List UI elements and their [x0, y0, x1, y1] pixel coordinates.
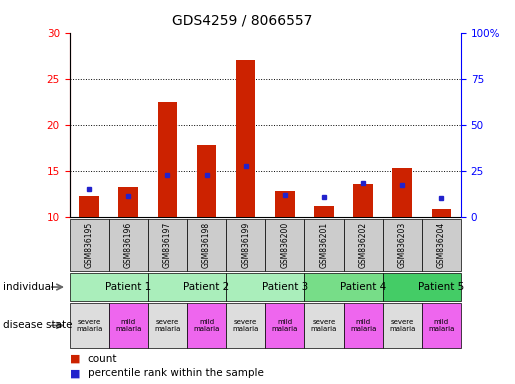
Text: GSM836196: GSM836196	[124, 222, 133, 268]
Bar	[383, 273, 461, 301]
Text: GSM836195: GSM836195	[84, 222, 94, 268]
Text: GSM836203: GSM836203	[398, 222, 407, 268]
Bar	[187, 219, 226, 271]
Bar	[314, 206, 334, 217]
Text: severe
malaria: severe malaria	[232, 319, 259, 332]
Bar	[118, 187, 138, 217]
Text: severe
malaria: severe malaria	[389, 319, 416, 332]
Bar	[148, 219, 187, 271]
Bar	[383, 219, 422, 271]
Bar	[265, 303, 304, 348]
Text: GSM836204: GSM836204	[437, 222, 446, 268]
Bar	[158, 102, 177, 217]
Text: disease state: disease state	[3, 320, 72, 331]
Text: count: count	[88, 354, 117, 364]
Text: individual: individual	[3, 282, 54, 292]
Bar	[197, 145, 216, 217]
Text: mild
malaria: mild malaria	[271, 319, 298, 332]
Bar	[148, 303, 187, 348]
Bar	[109, 219, 148, 271]
Bar	[432, 209, 451, 217]
Text: Patient 2: Patient 2	[183, 282, 230, 292]
Bar	[109, 303, 148, 348]
Bar	[422, 303, 461, 348]
Bar	[304, 219, 344, 271]
Bar	[383, 303, 422, 348]
Bar	[344, 303, 383, 348]
Text: mild
malaria: mild malaria	[428, 319, 455, 332]
Text: GSM836198: GSM836198	[202, 222, 211, 268]
Text: GSM836201: GSM836201	[319, 222, 329, 268]
Bar	[70, 303, 109, 348]
Bar	[148, 273, 226, 301]
Bar	[79, 196, 99, 217]
Text: mild
malaria: mild malaria	[115, 319, 142, 332]
Bar	[70, 219, 109, 271]
Text: ■: ■	[70, 354, 80, 364]
Bar	[392, 168, 412, 217]
Text: severe
malaria: severe malaria	[154, 319, 181, 332]
Text: severe
malaria: severe malaria	[311, 319, 337, 332]
Text: Patient 3: Patient 3	[262, 282, 308, 292]
Bar	[70, 273, 148, 301]
Bar	[304, 303, 344, 348]
Text: GSM836199: GSM836199	[241, 222, 250, 268]
Text: Patient 4: Patient 4	[340, 282, 386, 292]
Text: mild
malaria: mild malaria	[350, 319, 376, 332]
Text: Patient 1: Patient 1	[105, 282, 151, 292]
Bar	[187, 303, 226, 348]
Bar	[344, 219, 383, 271]
Bar	[304, 273, 383, 301]
Text: percentile rank within the sample: percentile rank within the sample	[88, 368, 264, 378]
Bar	[353, 184, 373, 217]
Text: ■: ■	[70, 368, 80, 378]
Bar	[236, 60, 255, 217]
Text: mild
malaria: mild malaria	[193, 319, 220, 332]
Bar	[226, 273, 304, 301]
Bar	[265, 219, 304, 271]
Bar	[226, 219, 265, 271]
Text: GDS4259 / 8066557: GDS4259 / 8066557	[172, 13, 312, 27]
Text: Patient 5: Patient 5	[418, 282, 465, 292]
Bar	[226, 303, 265, 348]
Text: severe
malaria: severe malaria	[76, 319, 102, 332]
Bar	[422, 219, 461, 271]
Text: GSM836197: GSM836197	[163, 222, 172, 268]
Bar	[275, 191, 295, 217]
Text: GSM836202: GSM836202	[358, 222, 368, 268]
Text: GSM836200: GSM836200	[280, 222, 289, 268]
